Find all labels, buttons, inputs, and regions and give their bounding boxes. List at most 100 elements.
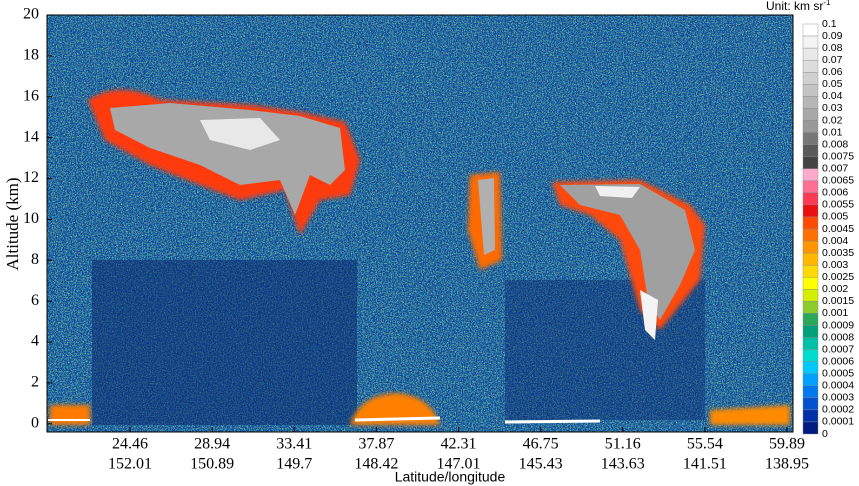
unit-text: Unit: km sr bbox=[766, 0, 823, 13]
x-tick-label: 33.41 bbox=[276, 436, 312, 453]
colorbar-swatch bbox=[802, 277, 819, 290]
colorbar-swatch bbox=[802, 421, 819, 435]
colorbar-swatch bbox=[802, 325, 819, 338]
backscatter-image bbox=[47, 15, 793, 432]
colorbar-label: 0.0004 bbox=[822, 380, 854, 392]
colorbar-label: 0.001 bbox=[822, 307, 848, 319]
colorbar-swatch bbox=[802, 192, 819, 206]
colorbar-swatch bbox=[802, 180, 819, 194]
colorbar-swatch bbox=[802, 216, 819, 230]
colorbar-label: 0.02 bbox=[822, 114, 843, 126]
cloud-cores bbox=[48, 103, 695, 424]
colorbar-unit: Unit: km sr-1 bbox=[766, 0, 831, 13]
colorbar-label: 0.004 bbox=[822, 235, 848, 247]
colorbar-label: 0.04 bbox=[822, 90, 843, 102]
colorbar-label: 0.007 bbox=[822, 162, 848, 174]
colorbar-swatch bbox=[802, 397, 819, 411]
cloud-core bbox=[595, 186, 640, 198]
colorbar-swatch bbox=[802, 361, 819, 374]
x-tick-label: 55.54 bbox=[687, 436, 723, 453]
y-axis-title: Altitude (km) bbox=[3, 177, 22, 270]
surface-return bbox=[504, 419, 601, 424]
colorbar-label: 0.09 bbox=[822, 30, 843, 42]
colorbar-label: 0.005 bbox=[822, 211, 848, 223]
colorbar-swatch bbox=[802, 72, 819, 85]
colorbar-label: 0.1 bbox=[822, 18, 837, 30]
x-tick-label: 24.46 bbox=[112, 436, 148, 453]
x-tick-label: 143.63 bbox=[601, 456, 645, 473]
colorbar-label: 0.0075 bbox=[822, 150, 854, 162]
cloud-core bbox=[560, 184, 695, 320]
colorbar-swatch bbox=[802, 23, 819, 37]
y-tick-label: 6 bbox=[31, 292, 39, 309]
y-tick-label: 2 bbox=[31, 374, 39, 391]
dark-region bbox=[92, 260, 357, 425]
colorbar-swatch bbox=[802, 108, 819, 121]
colorbar-label: 0.0006 bbox=[822, 355, 854, 367]
colorbar-label: 0.0025 bbox=[822, 271, 854, 283]
x-tick-label: 145.43 bbox=[519, 456, 563, 473]
colorbar-label: 0.0001 bbox=[822, 416, 854, 428]
y-tick-label: 8 bbox=[31, 251, 39, 268]
x-tick-label: 149.7 bbox=[276, 456, 312, 473]
colorbar-label: 0 bbox=[822, 428, 828, 440]
y-tick-label: 14 bbox=[23, 128, 39, 145]
colorbar-label: 0.07 bbox=[822, 54, 843, 66]
colorbar-swatch bbox=[802, 313, 819, 326]
colorbar-label: 0.0005 bbox=[822, 367, 854, 379]
colorbar-label: 0.006 bbox=[822, 187, 848, 199]
x-tick-label: 141.51 bbox=[683, 456, 727, 473]
colorbar-swatch bbox=[802, 120, 819, 133]
colorbar-swatch bbox=[802, 385, 819, 399]
x-axis-title: Latitude/longitude bbox=[395, 469, 506, 485]
colorbar-swatch bbox=[802, 47, 819, 61]
colorbar-swatch bbox=[802, 289, 819, 302]
cloud-edge bbox=[710, 405, 790, 425]
x-tick-label: 59.89 bbox=[769, 436, 805, 453]
colorbar-label: 0.0055 bbox=[822, 199, 854, 211]
colorbar-swatch bbox=[802, 35, 819, 49]
cloud-edge bbox=[50, 405, 90, 425]
colorbar-swatch bbox=[802, 264, 819, 278]
colorbar-swatch bbox=[802, 240, 819, 254]
x-tick-label: 46.75 bbox=[523, 436, 559, 453]
colorbar-label: 0.06 bbox=[822, 66, 843, 78]
x-tick-label: 37.87 bbox=[358, 436, 394, 453]
y-tick-label: 4 bbox=[31, 333, 39, 350]
colorbar-swatch bbox=[802, 349, 819, 362]
colorbar-label: 0.008 bbox=[822, 138, 848, 150]
colorbar-label: 0.0008 bbox=[822, 331, 854, 343]
colorbar-label: 0.0002 bbox=[822, 404, 854, 416]
x-tick-label: 152.01 bbox=[108, 456, 152, 473]
y-tick-label: 12 bbox=[23, 169, 39, 186]
colorbar-label: 0.003 bbox=[822, 259, 848, 271]
x-tick-label: 28.94 bbox=[194, 436, 230, 453]
colorbar-swatch bbox=[802, 373, 819, 386]
colorbar-swatch bbox=[802, 301, 819, 314]
colorbar-label: 0.0045 bbox=[822, 223, 854, 235]
unit-exponent: -1 bbox=[823, 0, 831, 7]
colorbar-swatch bbox=[802, 204, 819, 218]
y-tick-label: 16 bbox=[23, 87, 39, 104]
plot-frame bbox=[46, 14, 794, 433]
colorbar-label: 0.01 bbox=[822, 126, 843, 138]
cloud-core bbox=[478, 178, 495, 255]
colorbar-swatch bbox=[802, 59, 819, 73]
cloud-core bbox=[110, 103, 345, 215]
y-tick-label: 10 bbox=[23, 210, 39, 227]
colorbar-label: 0.05 bbox=[822, 78, 843, 90]
colorbar-label: 0.0007 bbox=[822, 343, 854, 355]
x-tick-label: 150.89 bbox=[190, 456, 234, 473]
colorbar-swatch bbox=[802, 144, 819, 157]
cloud-core bbox=[200, 118, 280, 150]
x-tick-label: 147.01 bbox=[437, 456, 481, 473]
colorbar-label: 0.0015 bbox=[822, 295, 854, 307]
colorbar-label: 0.0009 bbox=[822, 319, 854, 331]
x-tick-label: 42.31 bbox=[441, 436, 477, 453]
colorbar-swatch bbox=[802, 168, 819, 181]
colorbar-swatch bbox=[802, 409, 819, 423]
y-tick-label: 0 bbox=[31, 414, 39, 431]
cloud-edge bbox=[350, 393, 440, 425]
y-tick-label: 20 bbox=[23, 6, 39, 23]
